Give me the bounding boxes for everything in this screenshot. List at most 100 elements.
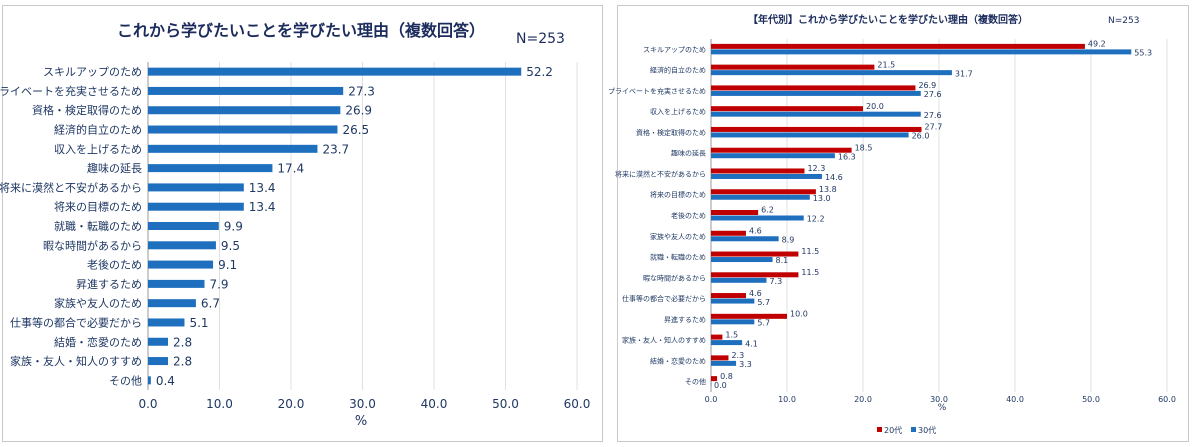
legend-swatch-30s bbox=[911, 427, 916, 432]
bar bbox=[148, 202, 244, 211]
data-label: 8.1 bbox=[776, 256, 789, 265]
data-label: 7.3 bbox=[769, 277, 782, 286]
data-label: 10.0 bbox=[790, 310, 808, 319]
bar-30s bbox=[711, 257, 773, 263]
bar-20s bbox=[711, 376, 718, 382]
data-label: 13.4 bbox=[249, 200, 276, 214]
chart-panel-overall: 0.0 10.0 20.0 30.0 40.0 50.0 60.0 これから学びたいことを学… bbox=[0, 5, 603, 442]
category-label: 趣味の延長 bbox=[671, 149, 706, 158]
data-label: 12.3 bbox=[807, 164, 825, 173]
data-label: 7.9 bbox=[209, 277, 228, 291]
bar bbox=[148, 279, 205, 288]
category-label: 資格・検定取得のため bbox=[32, 103, 142, 117]
category-label: 家族や友人のため bbox=[650, 232, 706, 241]
bar-20s bbox=[711, 106, 863, 112]
x-tick-label: 20.0 bbox=[854, 395, 872, 404]
bar-30s bbox=[711, 132, 909, 138]
bar-30s bbox=[711, 49, 1132, 55]
x-axis-label: % bbox=[938, 403, 947, 413]
x-tick-label: 30.0 bbox=[930, 395, 948, 404]
data-label: 16.3 bbox=[838, 152, 856, 161]
category-label: 経済的自立のため bbox=[54, 123, 142, 137]
bar-20s bbox=[711, 147, 852, 153]
bar-20s bbox=[711, 168, 805, 174]
category-label: 将来の目標のため bbox=[54, 200, 142, 214]
x-tick-label: 10.0 bbox=[206, 397, 233, 411]
category-label: その他 bbox=[109, 374, 142, 387]
category-label: 将来に漠然と不安があるから bbox=[615, 169, 706, 178]
bar-20s bbox=[711, 334, 723, 340]
data-label: 0.0 bbox=[714, 381, 727, 390]
data-label: 1.5 bbox=[725, 330, 738, 339]
bar-30s bbox=[711, 277, 767, 283]
sample-size-note: N=253 bbox=[1108, 16, 1139, 26]
bar bbox=[148, 337, 169, 346]
legend-label-20s: 20代 bbox=[884, 425, 902, 435]
x-tick-label: 0.0 bbox=[138, 397, 157, 411]
category-label: プライベートを充実させるため bbox=[608, 86, 706, 95]
category-label: 家族・友人・知人のすすめ bbox=[10, 354, 142, 368]
category-label: 収入を上げるため bbox=[54, 143, 142, 156]
category-label: 経済的自立のため bbox=[650, 66, 706, 75]
bar bbox=[148, 222, 219, 230]
bar-20s bbox=[711, 189, 816, 195]
bar-30s bbox=[711, 236, 779, 242]
data-label: 4.6 bbox=[749, 289, 762, 298]
data-label: 2.8 bbox=[173, 335, 192, 349]
category-label: 就職・転職のため bbox=[650, 253, 706, 262]
bar bbox=[148, 183, 244, 192]
data-label: 26.5 bbox=[342, 123, 369, 137]
data-label: 13.4 bbox=[249, 181, 276, 195]
data-label: 5.7 bbox=[757, 319, 770, 328]
data-label: 26.9 bbox=[918, 81, 936, 90]
bar bbox=[148, 164, 273, 173]
bar bbox=[148, 260, 214, 269]
data-label: 11.5 bbox=[801, 268, 819, 277]
category-label: プライベートを充実させるため bbox=[0, 84, 142, 98]
x-tick-label: 50.0 bbox=[1082, 395, 1100, 404]
bar bbox=[148, 241, 216, 250]
x-tick-label: 30.0 bbox=[349, 397, 376, 411]
chart-title: 【年代別】これから学びたいことを学びたい理由（複数回答） bbox=[748, 13, 1028, 26]
bar-20s bbox=[711, 64, 875, 70]
category-label: 収入を上げるため bbox=[650, 107, 706, 116]
category-label: 暇な時間があるから bbox=[43, 238, 142, 252]
category-label: 趣味の延長 bbox=[87, 161, 142, 175]
x-axis-label: % bbox=[355, 414, 367, 429]
data-label: 9.9 bbox=[224, 220, 243, 234]
category-label: 将来の目標のため bbox=[650, 190, 706, 199]
category-label: 仕事等の都合で必要だから bbox=[10, 315, 142, 329]
data-label: 14.6 bbox=[825, 173, 843, 182]
data-label: 9.1 bbox=[218, 258, 237, 272]
x-tick-label: 50.0 bbox=[492, 397, 519, 411]
data-label: 11.5 bbox=[801, 247, 819, 256]
chart-title: これから学びたいことを学びたい理由（複数回答） bbox=[117, 21, 485, 40]
bar bbox=[148, 144, 318, 153]
x-tick-label: 60.0 bbox=[1158, 395, 1176, 404]
category-label: 家族・友人・知人のすすめ bbox=[622, 336, 706, 345]
data-label: 6.7 bbox=[201, 297, 220, 311]
data-label: 21.5 bbox=[877, 60, 895, 69]
data-label: 4.1 bbox=[745, 339, 758, 348]
category-label: 就職・転職のため bbox=[54, 219, 142, 233]
data-label: 49.2 bbox=[1088, 40, 1106, 49]
bar-20s bbox=[711, 43, 1085, 49]
bar-20s bbox=[711, 272, 799, 278]
category-label: 老後のため bbox=[671, 211, 706, 220]
data-label: 5.7 bbox=[757, 298, 770, 307]
data-label: 0.4 bbox=[156, 374, 175, 388]
bar-30s bbox=[711, 173, 822, 179]
bar bbox=[148, 318, 185, 327]
data-label: 13.8 bbox=[819, 185, 837, 194]
bar-30s bbox=[711, 319, 755, 325]
bar-30s bbox=[711, 194, 810, 200]
bar-30s bbox=[711, 70, 952, 76]
x-tick-label: 10.0 bbox=[778, 395, 796, 404]
data-label: 8.9 bbox=[782, 235, 795, 244]
data-label: 27.7 bbox=[925, 123, 943, 132]
data-label: 23.7 bbox=[322, 142, 349, 156]
legend-swatch-20s bbox=[877, 427, 882, 432]
sample-size-note: N=253 bbox=[516, 31, 565, 47]
category-label: 老後のため bbox=[87, 258, 142, 272]
data-label: 2.3 bbox=[731, 351, 744, 360]
